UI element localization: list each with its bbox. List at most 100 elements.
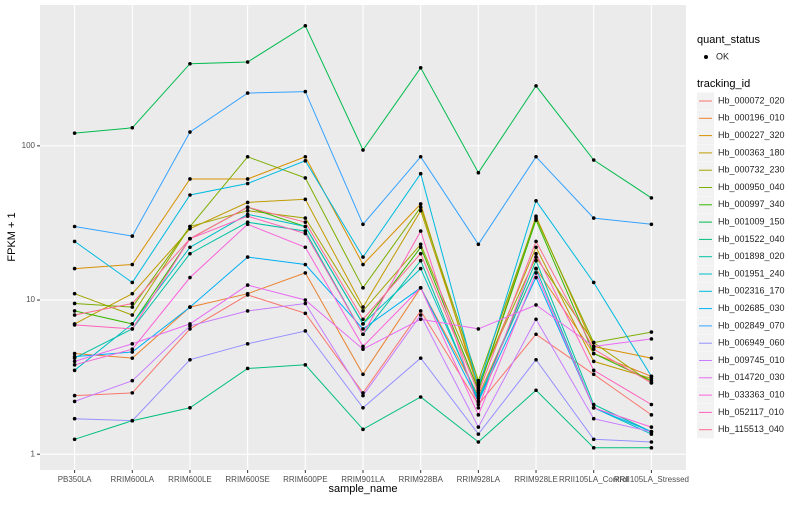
data-point	[361, 305, 365, 309]
data-point	[72, 399, 77, 404]
data-point	[72, 266, 77, 271]
data-point	[361, 148, 365, 152]
data-point	[418, 171, 423, 176]
data-point	[245, 60, 250, 64]
data-point	[476, 432, 481, 436]
data-point	[361, 406, 365, 410]
data-point	[476, 399, 481, 404]
data-point	[188, 322, 192, 326]
data-point	[188, 275, 192, 280]
data-point	[303, 24, 308, 28]
data-point	[303, 224, 308, 229]
x-tick-label: RRIM928BA	[398, 475, 443, 484]
legend-title: quant_status	[697, 34, 760, 46]
data-point	[245, 342, 250, 346]
legend-label: Hb_002849_070	[718, 320, 785, 330]
legend-label: Hb_033363_010	[718, 389, 785, 399]
data-point	[72, 354, 77, 359]
legend-label: Hb_000997_340	[718, 199, 785, 209]
data-point	[188, 251, 192, 256]
x-tick-label: PB350LA	[58, 475, 92, 484]
data-point	[303, 311, 308, 316]
data-point	[245, 181, 250, 186]
data-point	[72, 368, 77, 373]
data-point	[130, 327, 135, 331]
data-point	[72, 363, 77, 367]
data-point	[303, 363, 308, 367]
data-point	[591, 344, 596, 349]
data-point	[130, 342, 135, 346]
data-point	[361, 327, 365, 331]
legend-label: Hb_000072_020	[718, 95, 785, 105]
legend-label: Hb_052117_010	[718, 407, 784, 417]
data-point	[591, 340, 596, 345]
x-tick-label: RRIM600PE	[283, 475, 327, 484]
legend-label: Hb_002316_170	[718, 286, 785, 296]
data-point	[418, 242, 423, 247]
data-point	[534, 199, 538, 203]
data-point	[72, 291, 77, 296]
data-point	[130, 234, 135, 238]
data-point	[534, 154, 538, 159]
y-axis-label: FPKM + 1	[6, 212, 18, 261]
data-point	[649, 374, 654, 379]
legend-label: Hb_115513_040	[718, 424, 784, 434]
data-point	[534, 218, 538, 222]
data-point	[649, 425, 654, 429]
legend-label: Hb_009745_010	[718, 355, 785, 365]
data-point	[130, 347, 135, 351]
data-point	[591, 368, 596, 373]
legend-label: Hb_001951_240	[718, 268, 785, 278]
legend-label: Hb_000732_230	[718, 165, 785, 175]
data-point	[591, 437, 596, 442]
data-point	[188, 61, 192, 66]
data-point	[303, 220, 308, 224]
legend-label: Hb_001522_040	[718, 234, 785, 244]
data-point	[476, 425, 481, 429]
data-point	[188, 406, 192, 410]
data-point	[72, 224, 77, 229]
data-point	[591, 280, 596, 285]
data-point	[72, 239, 77, 244]
data-point	[303, 298, 308, 302]
data-point	[130, 301, 135, 306]
data-point	[591, 347, 596, 351]
data-point	[303, 159, 308, 163]
data-point	[188, 236, 192, 241]
data-point	[476, 413, 481, 417]
data-point	[591, 372, 596, 377]
data-point	[303, 176, 308, 180]
data-point	[361, 222, 365, 227]
legend-label: Hb_006949_060	[718, 338, 785, 348]
data-point	[418, 317, 423, 322]
data-point	[130, 378, 135, 383]
data-point	[130, 418, 135, 423]
y-tick-label: 100	[22, 141, 36, 150]
data-point	[130, 262, 135, 267]
data-point	[476, 393, 481, 398]
data-point	[361, 347, 365, 351]
data-point	[591, 446, 596, 450]
data-point	[361, 322, 365, 326]
data-point	[649, 196, 654, 200]
data-point	[418, 258, 423, 263]
data-point	[303, 197, 308, 202]
legend-label: Hb_000950_040	[718, 182, 785, 192]
data-point	[245, 309, 250, 313]
legend-label: Hb_000196_010	[718, 113, 785, 123]
data-point	[303, 216, 308, 220]
data-point	[72, 359, 77, 364]
data-point	[476, 391, 481, 395]
data-point	[130, 280, 135, 285]
data-point	[649, 222, 654, 227]
data-point	[649, 446, 654, 450]
data-point	[245, 222, 250, 227]
legend-key	[704, 55, 708, 59]
data-point	[361, 372, 365, 377]
data-point	[649, 429, 654, 434]
data-point	[361, 427, 365, 432]
data-point	[476, 327, 481, 331]
data-point	[591, 351, 596, 356]
x-tick-label: RRIM901LA	[341, 475, 385, 484]
data-point	[361, 255, 365, 259]
